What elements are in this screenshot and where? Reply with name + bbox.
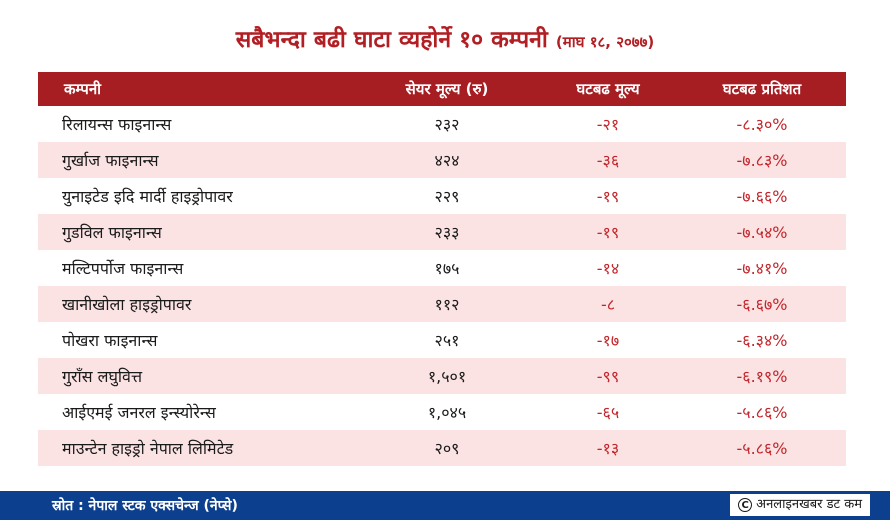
table-row: गुराँस लघुवित्त १,५०१ -९९ -६.१९% xyxy=(38,358,846,394)
table-body: रिलायन्स फाइनान्स २३२ -२१ -८.३०% गुर्खाज फाइ… xyxy=(38,106,846,466)
change-percent: -६.६७% xyxy=(736,295,788,314)
company-name: रिलायन्स फाइनान्स xyxy=(62,115,172,134)
table-row: गुडविल फाइनान्स २३३ -१९ -७.५४% xyxy=(38,214,846,250)
change-percent: -६.१९% xyxy=(736,367,788,386)
change-value: -९९ xyxy=(596,367,620,386)
table-row: पोखरा फाइनान्स २५१ -१७ -६.३४% xyxy=(38,322,846,358)
table-header-row: कम्पनी सेयर मूल्य (रु) घटबढ मूल्य घटबढ प… xyxy=(38,72,846,106)
change-value: -१४ xyxy=(596,259,620,278)
change-percent: -६.३४% xyxy=(736,331,788,350)
company-name: पोखरा फाइनान्स xyxy=(62,331,158,350)
header-change-percent: घटबढ प्रतिशत xyxy=(722,80,802,98)
change-value: -८ xyxy=(600,295,616,314)
loss-companies-table: कम्पनी सेयर मूल्य (रु) घटबढ मूल्य घटबढ प… xyxy=(38,72,846,466)
table-row: खानीखोला हाइड्रोपावर ११२ -८ -६.६७% xyxy=(38,286,846,322)
table-row: मल्टिपर्पोज फाइनान्स १७५ -१४ -७.४१% xyxy=(38,250,846,286)
header-change-value: घटबढ मूल्य xyxy=(576,80,640,98)
change-percent: -७.६६% xyxy=(736,187,788,206)
footer-bar: स्रोत : नेपाल स्टक एक्सचेन्ज (नेप्से) C … xyxy=(0,491,890,520)
share-price: १,०४५ xyxy=(427,403,467,422)
change-value: -६५ xyxy=(596,403,620,422)
company-name: गुराँस लघुवित्त xyxy=(62,367,142,386)
share-price: १७५ xyxy=(434,259,460,278)
table-row: गुर्खाज फाइनान्स ४२४ -३६ -७.८३% xyxy=(38,142,846,178)
change-percent: -५.८६% xyxy=(736,439,788,458)
company-name: आईएमई जनरल इन्स्योरेन्स xyxy=(62,403,216,422)
share-price: २०९ xyxy=(434,439,460,458)
source-note: स्रोत : नेपाल स्टक एक्सचेन्ज (नेप्से) xyxy=(52,498,238,514)
share-price: २२९ xyxy=(434,187,460,206)
share-price: ११२ xyxy=(434,295,460,314)
share-price: २५१ xyxy=(434,331,460,350)
table-row: युनाइटेड इदि मार्दी हाइड्रोपावर २२९ -१९ -७.… xyxy=(38,178,846,214)
change-value: -१७ xyxy=(596,331,620,350)
company-name: खानीखोला हाइड्रोपावर xyxy=(62,295,192,314)
company-name: माउन्टेन हाइड्रो नेपाल लिमिटेड xyxy=(62,439,234,458)
share-price: ४२४ xyxy=(434,151,460,170)
change-value: -१९ xyxy=(596,223,620,242)
table-row: रिलायन्स फाइनान्स २३२ -२१ -८.३०% xyxy=(38,106,846,142)
share-price: २३३ xyxy=(434,223,460,242)
change-value: -१३ xyxy=(596,439,620,458)
page-title: सबैभन्दा बढी घाटा व्यहोर्ने १० कम्पनी (म… xyxy=(0,22,890,54)
change-percent: -५.८६% xyxy=(736,403,788,422)
title-date: (माघ १८, २०७७) xyxy=(555,33,655,51)
header-share-price: सेयर मूल्य (रु) xyxy=(405,80,489,98)
company-name: मल्टिपर्पोज फाइनान्स xyxy=(62,259,184,278)
company-name: गुर्खाज फाइनान्स xyxy=(62,151,159,170)
share-price: २३२ xyxy=(434,115,460,134)
company-name: युनाइटेड इदि मार्दी हाइड्रोपावर xyxy=(62,187,233,206)
table-row: आईएमई जनरल इन्स्योरेन्स १,०४५ -६५ -५.८६% xyxy=(38,394,846,430)
change-percent: -७.५४% xyxy=(736,223,788,242)
copyright-icon: C xyxy=(738,498,753,512)
change-percent: -८.३०% xyxy=(736,115,788,134)
change-percent: -७.८३% xyxy=(736,151,788,170)
title-main: सबैभन्दा बढी घाटा व्यहोर्ने १० कम्पनी xyxy=(235,27,548,53)
header-company: कम्पनी xyxy=(64,80,102,98)
change-value: -१९ xyxy=(596,187,620,206)
table-row: माउन्टेन हाइड्रो नेपाल लिमिटेड २०९ -१३ -५.८… xyxy=(38,430,846,466)
company-name: गुडविल फाइनान्स xyxy=(62,223,162,242)
change-percent: -७.४१% xyxy=(736,259,788,278)
change-value: -२१ xyxy=(596,115,620,134)
credit-text: अनलाइनखबर डट कम xyxy=(756,497,862,512)
share-price: १,५०१ xyxy=(427,367,467,386)
change-value: -३६ xyxy=(596,151,620,170)
credit-badge: C अनलाइनखबर डट कम xyxy=(730,494,870,516)
